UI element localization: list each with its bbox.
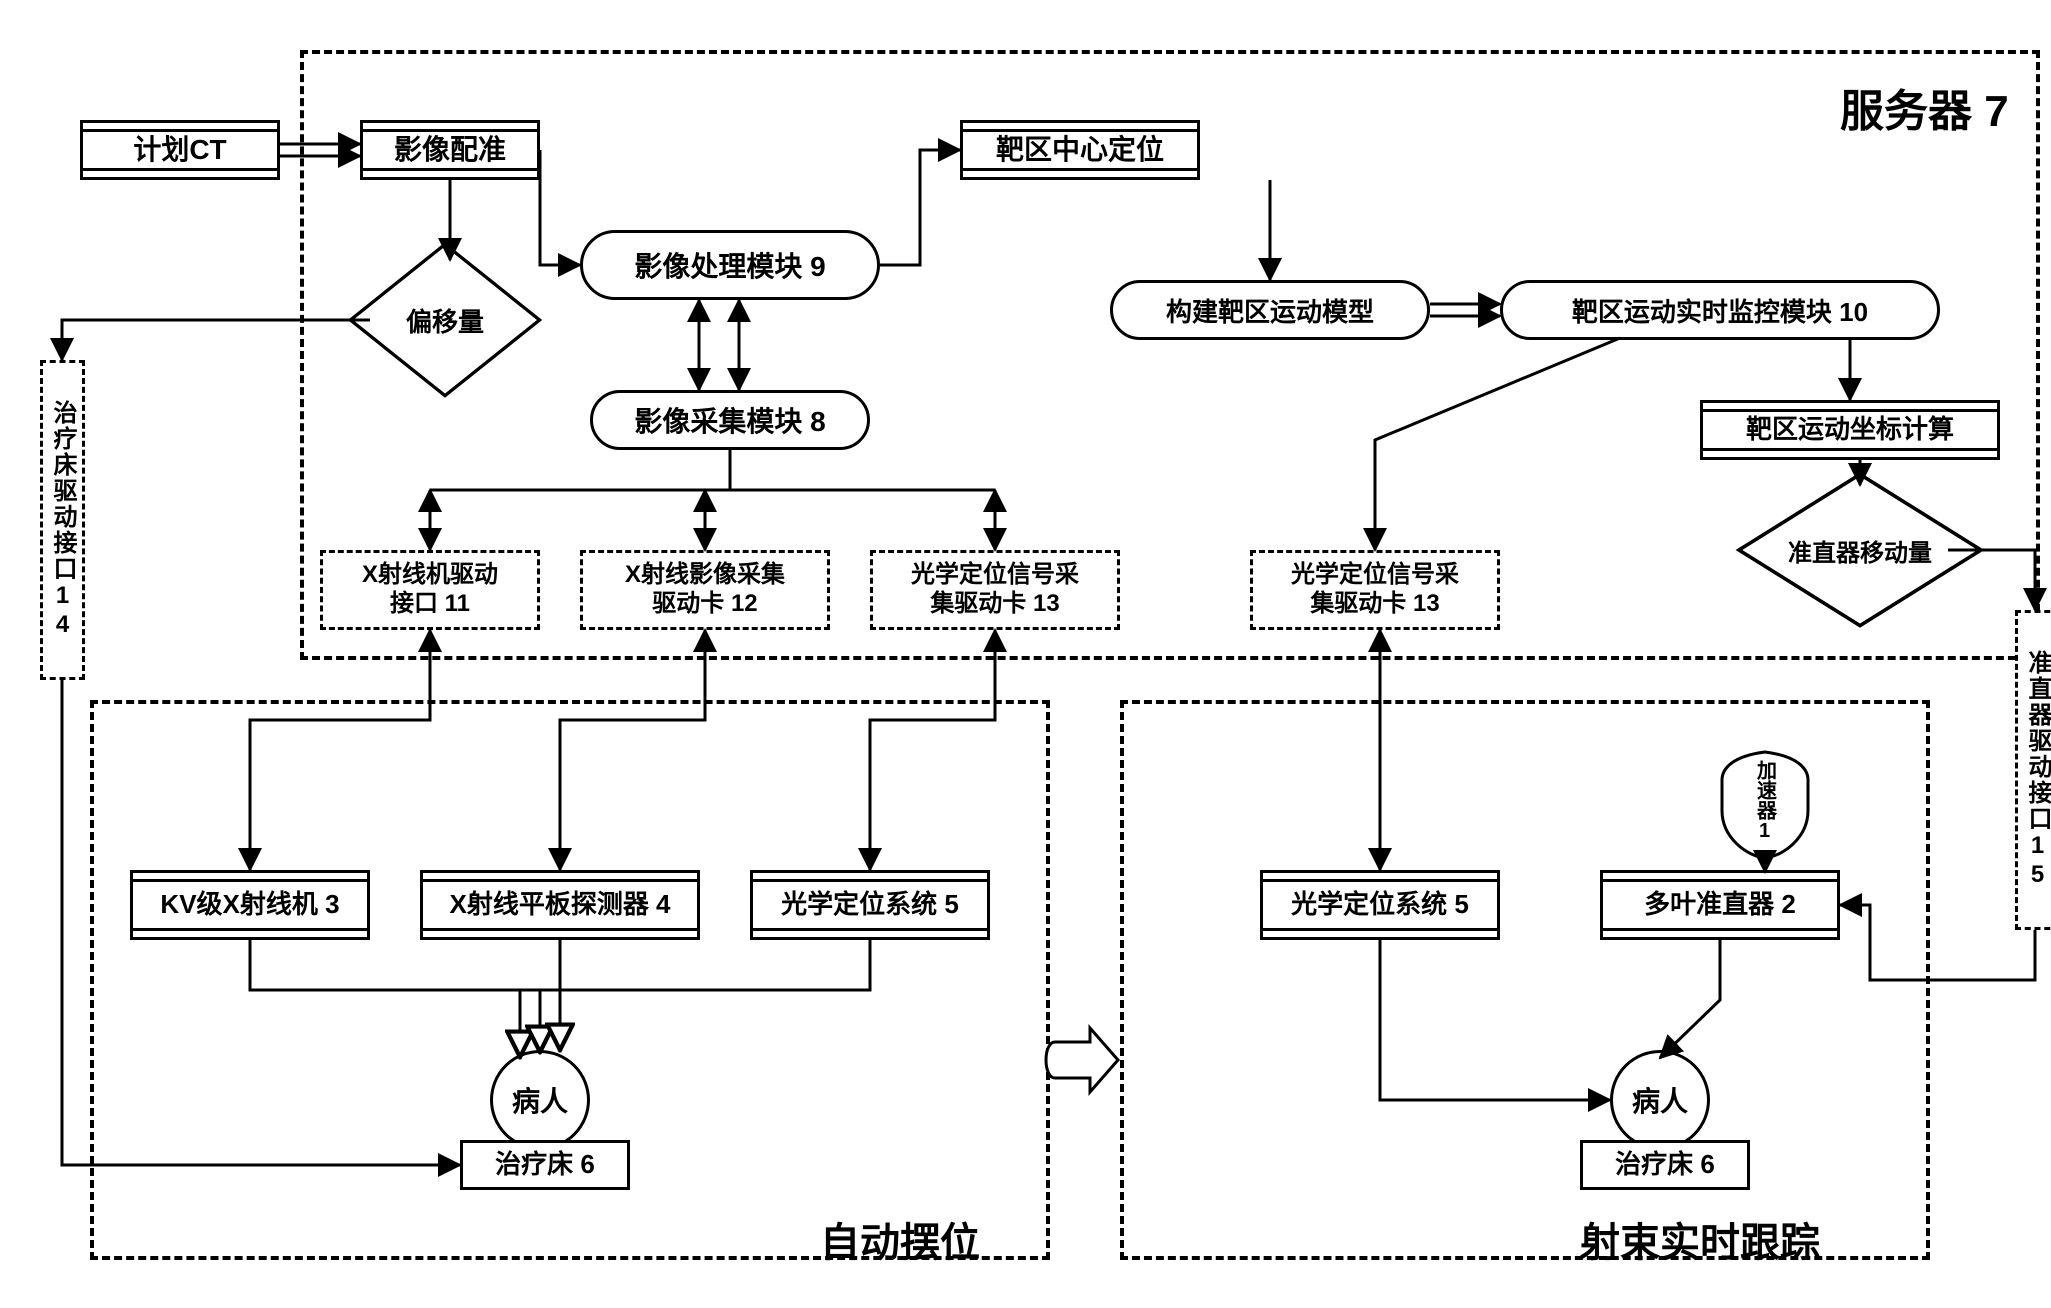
node-mlc: 多叶准直器 2 (1600, 870, 1840, 940)
node-plan_ct: 计划CT (80, 120, 280, 180)
node-opt_sys2: 光学定位系统 5 (1260, 870, 1500, 940)
node-img_reg: 影像配准 (360, 120, 540, 180)
node-rt_monitor: 靶区运动实时监控模块 10 (1500, 280, 1940, 340)
node-img_acq: 影像采集模块 8 (590, 390, 870, 450)
node-opt_drv1: 光学定位信号采 集驱动卡 13 (870, 550, 1120, 630)
node-coord_calc: 靶区运动坐标计算 (1700, 400, 2000, 460)
node-accel: 加速器1 (1720, 750, 1810, 860)
node-target_center: 靶区中心定位 (960, 120, 1200, 180)
node-opt_drv2: 光学定位信号采 集驱动卡 13 (1250, 550, 1500, 630)
node-kv_xray: KV级X射线机 3 (130, 870, 370, 940)
node-accel-label: 加速器1 (1751, 760, 1780, 842)
node-img_proc: 影像处理模块 9 (580, 230, 880, 300)
node-patient2: 病人 (1610, 1050, 1710, 1150)
node-flat_det: X射线平板探测器 4 (420, 870, 700, 940)
node-coll_move-label: 准直器移动量 (1788, 533, 1932, 568)
node-patient1: 病人 (490, 1050, 590, 1150)
node-bed_if: 治疗床驱动接口14 (40, 360, 85, 680)
region-label-auto_pos: 自动摆位 (820, 1210, 980, 1268)
diagram-canvas: 服务器 7 自动摆位 射束实时跟踪 计划CT 影像配准 靶区中心定位影像处理模块 9 构建靶… (20, 20, 2051, 1288)
node-offset-label: 偏移量 (406, 302, 484, 339)
node-coll_if: 准直器驱动接口15 (2015, 610, 2051, 930)
node-model_build: 构建靶区运动模型 (1110, 280, 1430, 340)
region-label-server: 服务器 7 (1840, 75, 2009, 139)
node-bed1: 治疗床 6 (460, 1140, 630, 1190)
node-bed2: 治疗床 6 (1580, 1140, 1750, 1190)
node-xray_drv: X射线机驱动 接口 11 (320, 550, 540, 630)
node-opt_sys1: 光学定位系统 5 (750, 870, 990, 940)
region-label-rt_track: 射束实时跟踪 (1580, 1210, 1820, 1268)
node-xray_acq: X射线影像采集 驱动卡 12 (580, 550, 830, 630)
